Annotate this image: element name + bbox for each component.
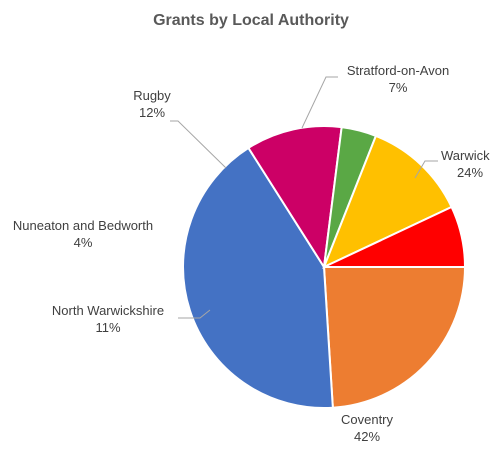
chart-title: Grants by Local Authority: [153, 12, 349, 29]
slice-label-percent: 24%: [457, 165, 483, 180]
slice-label-percent: 4%: [74, 235, 93, 250]
pie-slice-north-warwickshire: [247, 125, 343, 270]
slice-label-name: Nuneaton and Bedworth: [13, 218, 153, 233]
leader-line: [301, 76, 338, 129]
slice-labels: Warwick 24% Coventry 42% North Warwickshire 1…: [13, 63, 490, 444]
leader-line: [170, 120, 227, 169]
leader-line: [178, 309, 211, 319]
slice-label-name: Rugby: [133, 88, 171, 103]
pie-slice-rugby: [322, 134, 453, 269]
slice-label-name: Coventry: [341, 412, 394, 427]
slice-label-percent: 7%: [389, 80, 408, 95]
slice-label-name: Warwick: [441, 148, 490, 163]
pie-slice-coventry: [182, 146, 334, 409]
slices-layer: [182, 125, 467, 409]
leader-lines: [170, 76, 438, 319]
slice-label-percent: 42%: [354, 429, 380, 444]
slice-label-percent: 12%: [139, 105, 165, 120]
leader-line: [414, 160, 438, 179]
slice-label-name: North Warwickshire: [52, 303, 164, 318]
pie-slice-warwick: [322, 266, 467, 409]
pie-slice-stratford-on-avon: [323, 205, 467, 268]
slice-label-name: Stratford-on-Avon: [347, 63, 449, 78]
slice-label-percent: 11%: [95, 320, 120, 335]
